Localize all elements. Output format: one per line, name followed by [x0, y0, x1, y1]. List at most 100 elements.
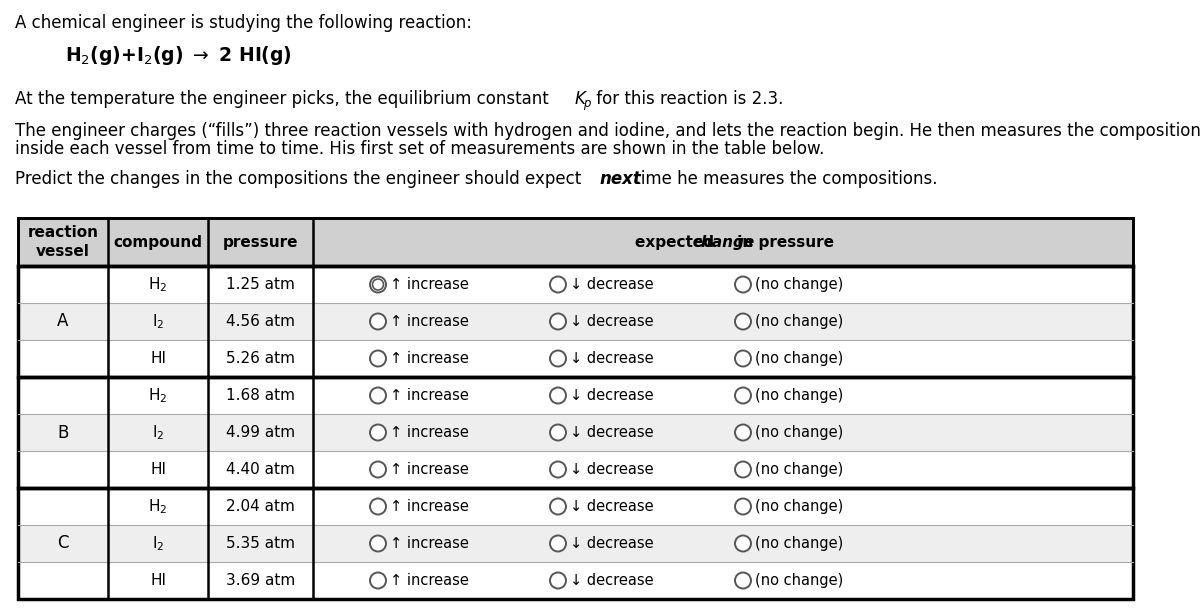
Text: ↓ decrease: ↓ decrease — [570, 277, 654, 292]
Text: H$_2$: H$_2$ — [149, 497, 168, 516]
Circle shape — [550, 536, 566, 551]
Text: 1.68 atm: 1.68 atm — [226, 388, 295, 403]
Circle shape — [734, 276, 751, 293]
Text: H$_2$: H$_2$ — [149, 386, 168, 405]
Circle shape — [370, 462, 386, 478]
Text: H$_2$(g)+I$_2$(g) $\rightarrow$ 2 HI(g): H$_2$(g)+I$_2$(g) $\rightarrow$ 2 HI(g) — [65, 44, 292, 67]
Text: (no change): (no change) — [755, 351, 844, 366]
Text: ↑ increase: ↑ increase — [390, 499, 469, 514]
Text: 3.69 atm: 3.69 atm — [226, 573, 295, 588]
Text: ↑ increase: ↑ increase — [390, 573, 469, 588]
Text: ↓ decrease: ↓ decrease — [570, 425, 654, 440]
Text: I$_2$: I$_2$ — [152, 312, 164, 331]
Circle shape — [734, 351, 751, 367]
Circle shape — [370, 536, 386, 551]
Circle shape — [734, 498, 751, 514]
Text: inside each vessel from time to time. His first set of measurements are shown in: inside each vessel from time to time. Hi… — [14, 140, 824, 158]
Text: ↓ decrease: ↓ decrease — [570, 462, 654, 477]
Circle shape — [734, 387, 751, 403]
Text: 1.25 atm: 1.25 atm — [226, 277, 295, 292]
Bar — [18, 340, 1133, 377]
Text: (no change): (no change) — [755, 462, 844, 477]
Text: HI: HI — [150, 573, 166, 588]
Circle shape — [370, 425, 386, 440]
Text: (no change): (no change) — [755, 573, 844, 588]
Text: HI: HI — [150, 351, 166, 366]
Text: change: change — [692, 234, 755, 249]
Circle shape — [370, 498, 386, 514]
Text: The engineer charges (“fills”) three reaction vessels with hydrogen and iodine, : The engineer charges (“fills”) three rea… — [14, 122, 1200, 140]
Circle shape — [370, 351, 386, 367]
Text: 5.35 atm: 5.35 atm — [226, 536, 295, 551]
Text: HI: HI — [150, 462, 166, 477]
Text: C: C — [58, 534, 68, 553]
Text: ↓ decrease: ↓ decrease — [570, 314, 654, 329]
Circle shape — [550, 462, 566, 478]
Text: B: B — [58, 423, 68, 442]
Bar — [18, 414, 1133, 451]
Text: A chemical engineer is studying the following reaction:: A chemical engineer is studying the foll… — [14, 14, 472, 32]
Text: 4.40 atm: 4.40 atm — [226, 462, 295, 477]
Circle shape — [550, 276, 566, 293]
Text: 2.04 atm: 2.04 atm — [226, 499, 295, 514]
Circle shape — [550, 387, 566, 403]
Text: ↓ decrease: ↓ decrease — [570, 388, 654, 403]
Circle shape — [734, 425, 751, 440]
Text: time he measures the compositions.: time he measures the compositions. — [629, 170, 937, 188]
Text: (no change): (no change) — [755, 425, 844, 440]
Text: H$_2$: H$_2$ — [149, 275, 168, 294]
Bar — [18, 377, 1133, 414]
Bar — [18, 525, 1133, 562]
Bar — [18, 488, 1133, 525]
Text: ↓ decrease: ↓ decrease — [570, 351, 654, 366]
Circle shape — [550, 351, 566, 367]
Text: 4.56 atm: 4.56 atm — [226, 314, 295, 329]
Text: in pressure: in pressure — [732, 234, 834, 249]
Text: reaction
vessel: reaction vessel — [28, 225, 98, 259]
Circle shape — [550, 314, 566, 329]
Bar — [18, 488, 1133, 599]
Text: I$_2$: I$_2$ — [152, 423, 164, 442]
Circle shape — [734, 314, 751, 329]
Bar — [18, 562, 1133, 599]
Text: I$_2$: I$_2$ — [152, 534, 164, 553]
Bar — [18, 218, 1133, 599]
Text: next: next — [599, 170, 641, 188]
Text: ↑ increase: ↑ increase — [390, 351, 469, 366]
Bar — [18, 303, 1133, 340]
Text: ↑ increase: ↑ increase — [390, 277, 469, 292]
Text: expected: expected — [635, 234, 719, 249]
Circle shape — [370, 314, 386, 329]
Text: A: A — [58, 312, 68, 331]
Text: $\mathit{K}_{\!p}$: $\mathit{K}_{\!p}$ — [574, 90, 592, 113]
Circle shape — [372, 279, 384, 290]
Text: 5.26 atm: 5.26 atm — [226, 351, 295, 366]
Circle shape — [550, 498, 566, 514]
Circle shape — [734, 536, 751, 551]
Text: ↓ decrease: ↓ decrease — [570, 573, 654, 588]
Text: ↑ increase: ↑ increase — [390, 425, 469, 440]
Text: ↓ decrease: ↓ decrease — [570, 499, 654, 514]
Text: At the temperature the engineer picks, the equilibrium constant: At the temperature the engineer picks, t… — [14, 90, 554, 108]
Bar — [18, 266, 1133, 377]
Text: ↑ increase: ↑ increase — [390, 314, 469, 329]
Circle shape — [370, 573, 386, 589]
Text: compound: compound — [114, 234, 203, 249]
Text: (no change): (no change) — [755, 536, 844, 551]
Text: 4.99 atm: 4.99 atm — [226, 425, 295, 440]
Text: (no change): (no change) — [755, 388, 844, 403]
Circle shape — [370, 387, 386, 403]
Text: Predict the changes in the compositions the engineer should expect: Predict the changes in the compositions … — [14, 170, 587, 188]
Circle shape — [734, 573, 751, 589]
Text: for this reaction is 2.3.: for this reaction is 2.3. — [592, 90, 784, 108]
Text: (no change): (no change) — [755, 277, 844, 292]
Bar — [18, 377, 1133, 488]
Circle shape — [370, 276, 386, 293]
Text: ↓ decrease: ↓ decrease — [570, 536, 654, 551]
Bar — [18, 266, 1133, 303]
Circle shape — [734, 462, 751, 478]
Text: ↑ increase: ↑ increase — [390, 388, 469, 403]
Circle shape — [550, 573, 566, 589]
Text: (no change): (no change) — [755, 499, 844, 514]
Text: ↑ increase: ↑ increase — [390, 462, 469, 477]
